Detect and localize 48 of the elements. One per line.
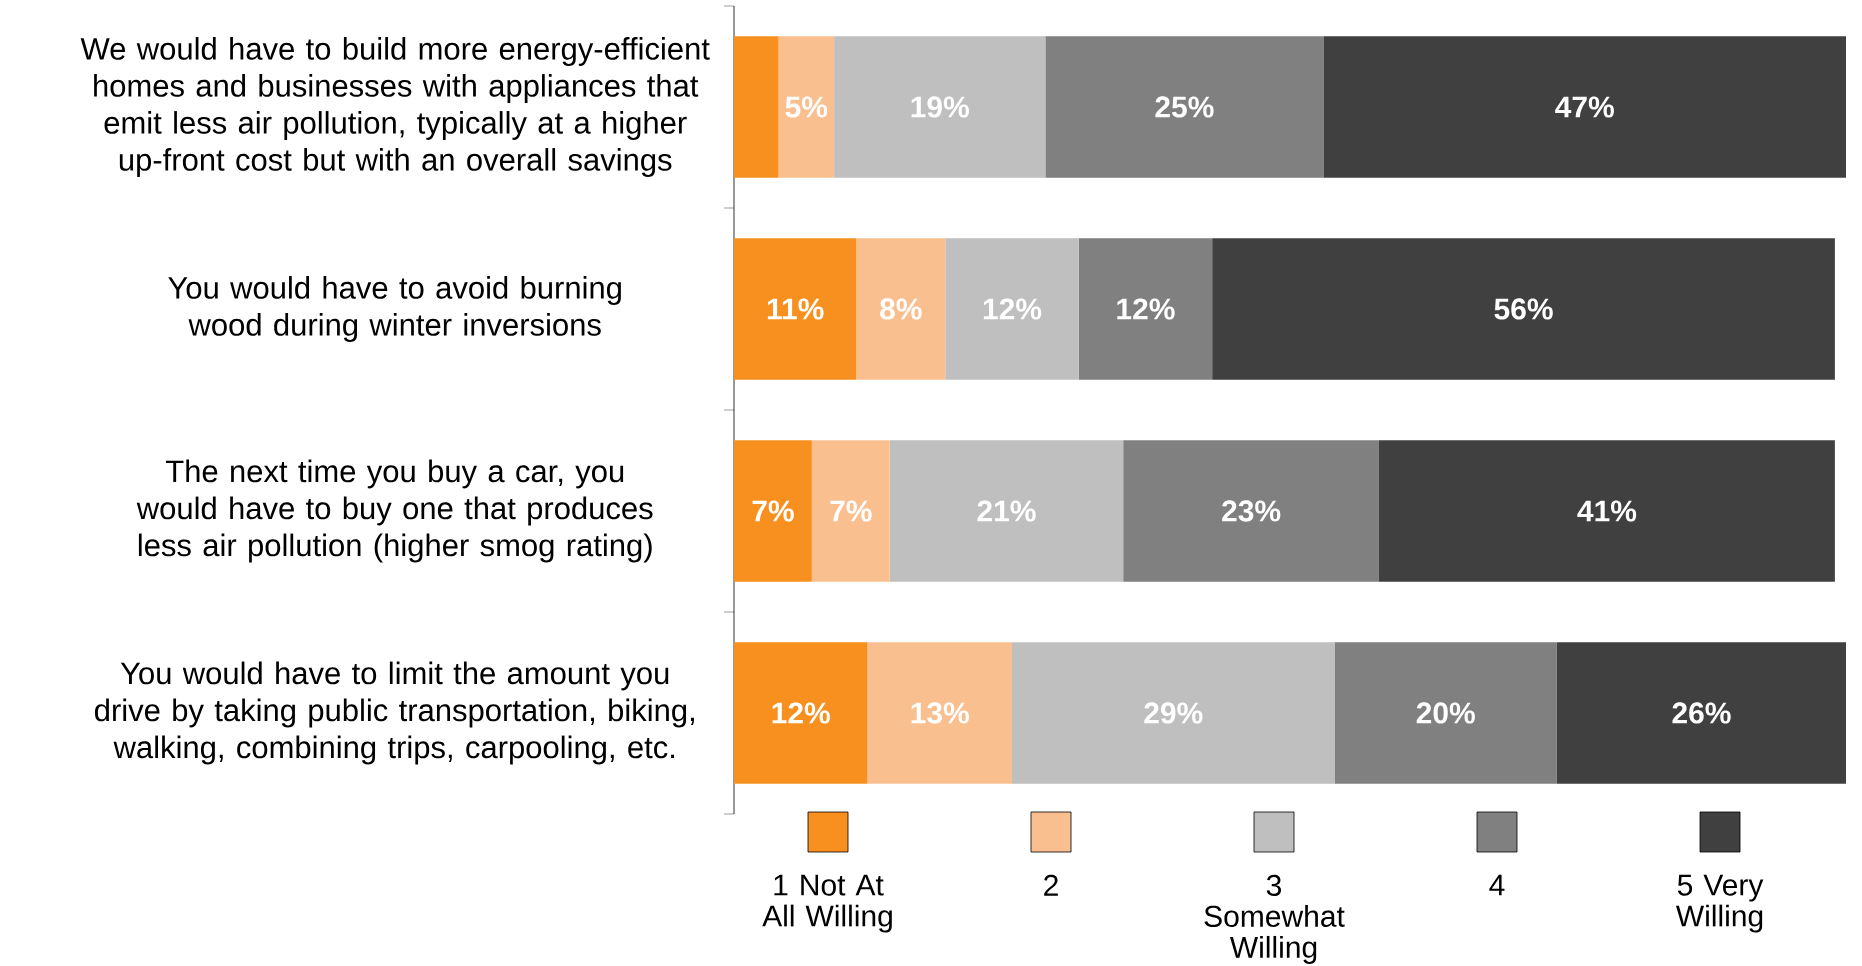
bar [867,642,1013,784]
bar [1556,642,1847,784]
bar [811,440,890,582]
legend-label: 2 [1044,874,1058,896]
bar [1212,238,1835,380]
bar [1078,238,1213,380]
bar [1323,36,1847,178]
data-label: 47% [1555,96,1614,118]
legend-label: 3 Somewhat Willing [1204,874,1345,964]
bar [734,36,779,178]
bar [1334,642,1557,784]
data-label: 20% [1416,702,1475,724]
bar [1378,440,1835,582]
data-label: 23% [1222,500,1281,522]
data-label: 25% [1155,96,1214,118]
data-label: 8% [880,298,922,320]
bar [1012,642,1335,784]
data-label: 7% [830,500,872,522]
data-label: 13% [911,702,969,724]
data-label: 12% [772,702,830,724]
legend-label: 4 [1489,874,1505,896]
y-tick-label: You would have to avoid burning wood during winter inversions [168,276,621,342]
y-tick-label: The next time you buy a car, you would have to buy one that produces less air pollution (higher smog rating) [136,459,653,563]
bar [889,440,1124,582]
bar [734,440,812,582]
data-label: 56% [1494,298,1553,320]
bar [1123,440,1379,582]
data-label: 7% [752,500,794,522]
bar [834,36,1046,178]
data-label: 21% [977,500,1036,522]
data-label: 41% [1577,500,1637,522]
data-label: 26% [1672,702,1731,724]
data-label: 12% [1117,298,1175,320]
data-label: 11% [767,298,824,320]
legend-label: 1 Not At All Willing [762,874,892,933]
legend-label: 5 Very Willing [1675,874,1764,933]
bar [734,642,868,784]
bar [734,238,857,380]
bar [778,36,835,178]
data-label: 19% [911,96,969,118]
bar [856,238,946,380]
y-tick-label: We would have to build more energy-efficient homes and businesses with appliances that emit less air pollution, typically at a higher up-front cost but with an overall savings [80,37,710,177]
bar [945,238,1079,380]
y-tick-label: You would have to limit the amount you drive by taking public transportation, biking, walking, combining trips, carpooling, etc. [95,661,694,765]
data-label: 29% [1144,702,1203,724]
data-label: 12% [983,298,1042,320]
bar [1045,36,1324,178]
data-label: 5% [785,96,828,118]
